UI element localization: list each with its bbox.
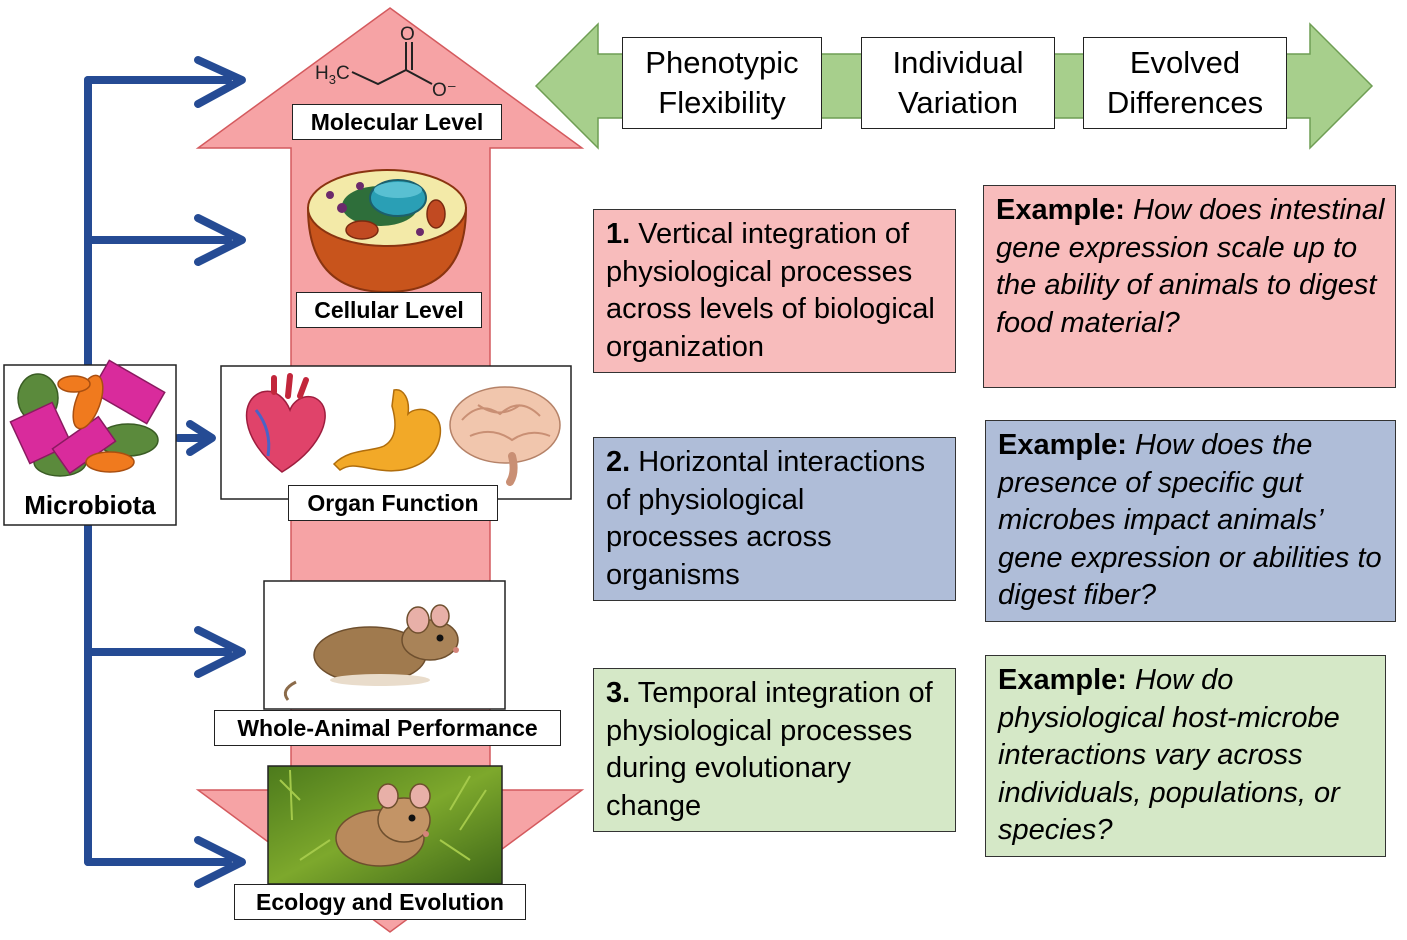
foliage-icon bbox=[279, 769, 487, 861]
bacteria-icon bbox=[9, 359, 166, 477]
integration-box-temporal: 3. Temporal integration of physiological… bbox=[593, 668, 956, 832]
microbiota-arrows bbox=[84, 56, 246, 888]
example-question: How does the presence of specific gut mi… bbox=[998, 429, 1382, 611]
integration-number: 2. bbox=[606, 446, 631, 478]
level-label-molecular: Molecular Level bbox=[292, 104, 502, 140]
example-box-temporal: Example: How do physiological host-micro… bbox=[985, 655, 1386, 857]
scale-box-line1: Phenotypic bbox=[645, 45, 799, 80]
example-label: Example: bbox=[998, 664, 1127, 696]
example-question: How does intestinal gene expression scal… bbox=[996, 194, 1385, 339]
level-label-ecology: Ecology and Evolution bbox=[234, 884, 526, 920]
stomach-icon bbox=[332, 389, 442, 472]
example-label: Example: bbox=[996, 194, 1125, 226]
integration-number: 3. bbox=[606, 677, 631, 709]
heart-icon bbox=[245, 373, 326, 473]
propionate-molecule-icon bbox=[351, 42, 433, 86]
scale-box-line1: Evolved bbox=[1129, 45, 1241, 80]
cell-icon bbox=[306, 169, 468, 294]
scale-box-line2: Variation bbox=[897, 85, 1019, 120]
mouse-icon bbox=[283, 604, 459, 701]
example-label: Example: bbox=[998, 429, 1127, 461]
level-label-whole-animal: Whole-Animal Performance bbox=[214, 710, 561, 746]
integration-number: 1. bbox=[606, 218, 631, 250]
integration-box-vertical: 1. Vertical integration of physiological… bbox=[593, 209, 956, 373]
level-label-cellular: Cellular Level bbox=[296, 292, 482, 328]
scale-box-line2: Differences bbox=[1106, 85, 1264, 120]
molecule-o-minus: O⁻ bbox=[432, 80, 457, 101]
scale-box-line1: Individual bbox=[892, 45, 1024, 80]
molecule-h3c: H3C bbox=[315, 63, 350, 87]
example-question: How do physiological host-microbe intera… bbox=[998, 664, 1340, 846]
molecule-o-top: O bbox=[400, 24, 415, 45]
example-box-vertical: Example: How does intestinal gene expres… bbox=[983, 185, 1396, 388]
scale-box-line2: Flexibility bbox=[658, 85, 786, 120]
integration-box-horizontal: 2. Horizontal interactions of physiologi… bbox=[593, 437, 956, 601]
scale-box-phenotypic-flexibility: Phenotypic Flexibility bbox=[622, 37, 822, 129]
integration-text: Horizontal interactions of physiological… bbox=[606, 446, 926, 591]
level-label-organ: Organ Function bbox=[288, 485, 498, 521]
example-box-horizontal: Example: How does the presence of specif… bbox=[985, 420, 1396, 622]
brain-icon bbox=[449, 386, 561, 486]
scale-box-individual-variation: Individual Variation bbox=[861, 37, 1055, 129]
mouse-in-foliage-icon bbox=[335, 783, 431, 867]
integration-text: Temporal integration of physiological pr… bbox=[606, 677, 933, 822]
scale-box-evolved-differences: Evolved Differences bbox=[1083, 37, 1287, 129]
integration-text: Vertical integration of physiological pr… bbox=[606, 218, 935, 363]
microbiota-label: Microbiota bbox=[24, 490, 156, 520]
